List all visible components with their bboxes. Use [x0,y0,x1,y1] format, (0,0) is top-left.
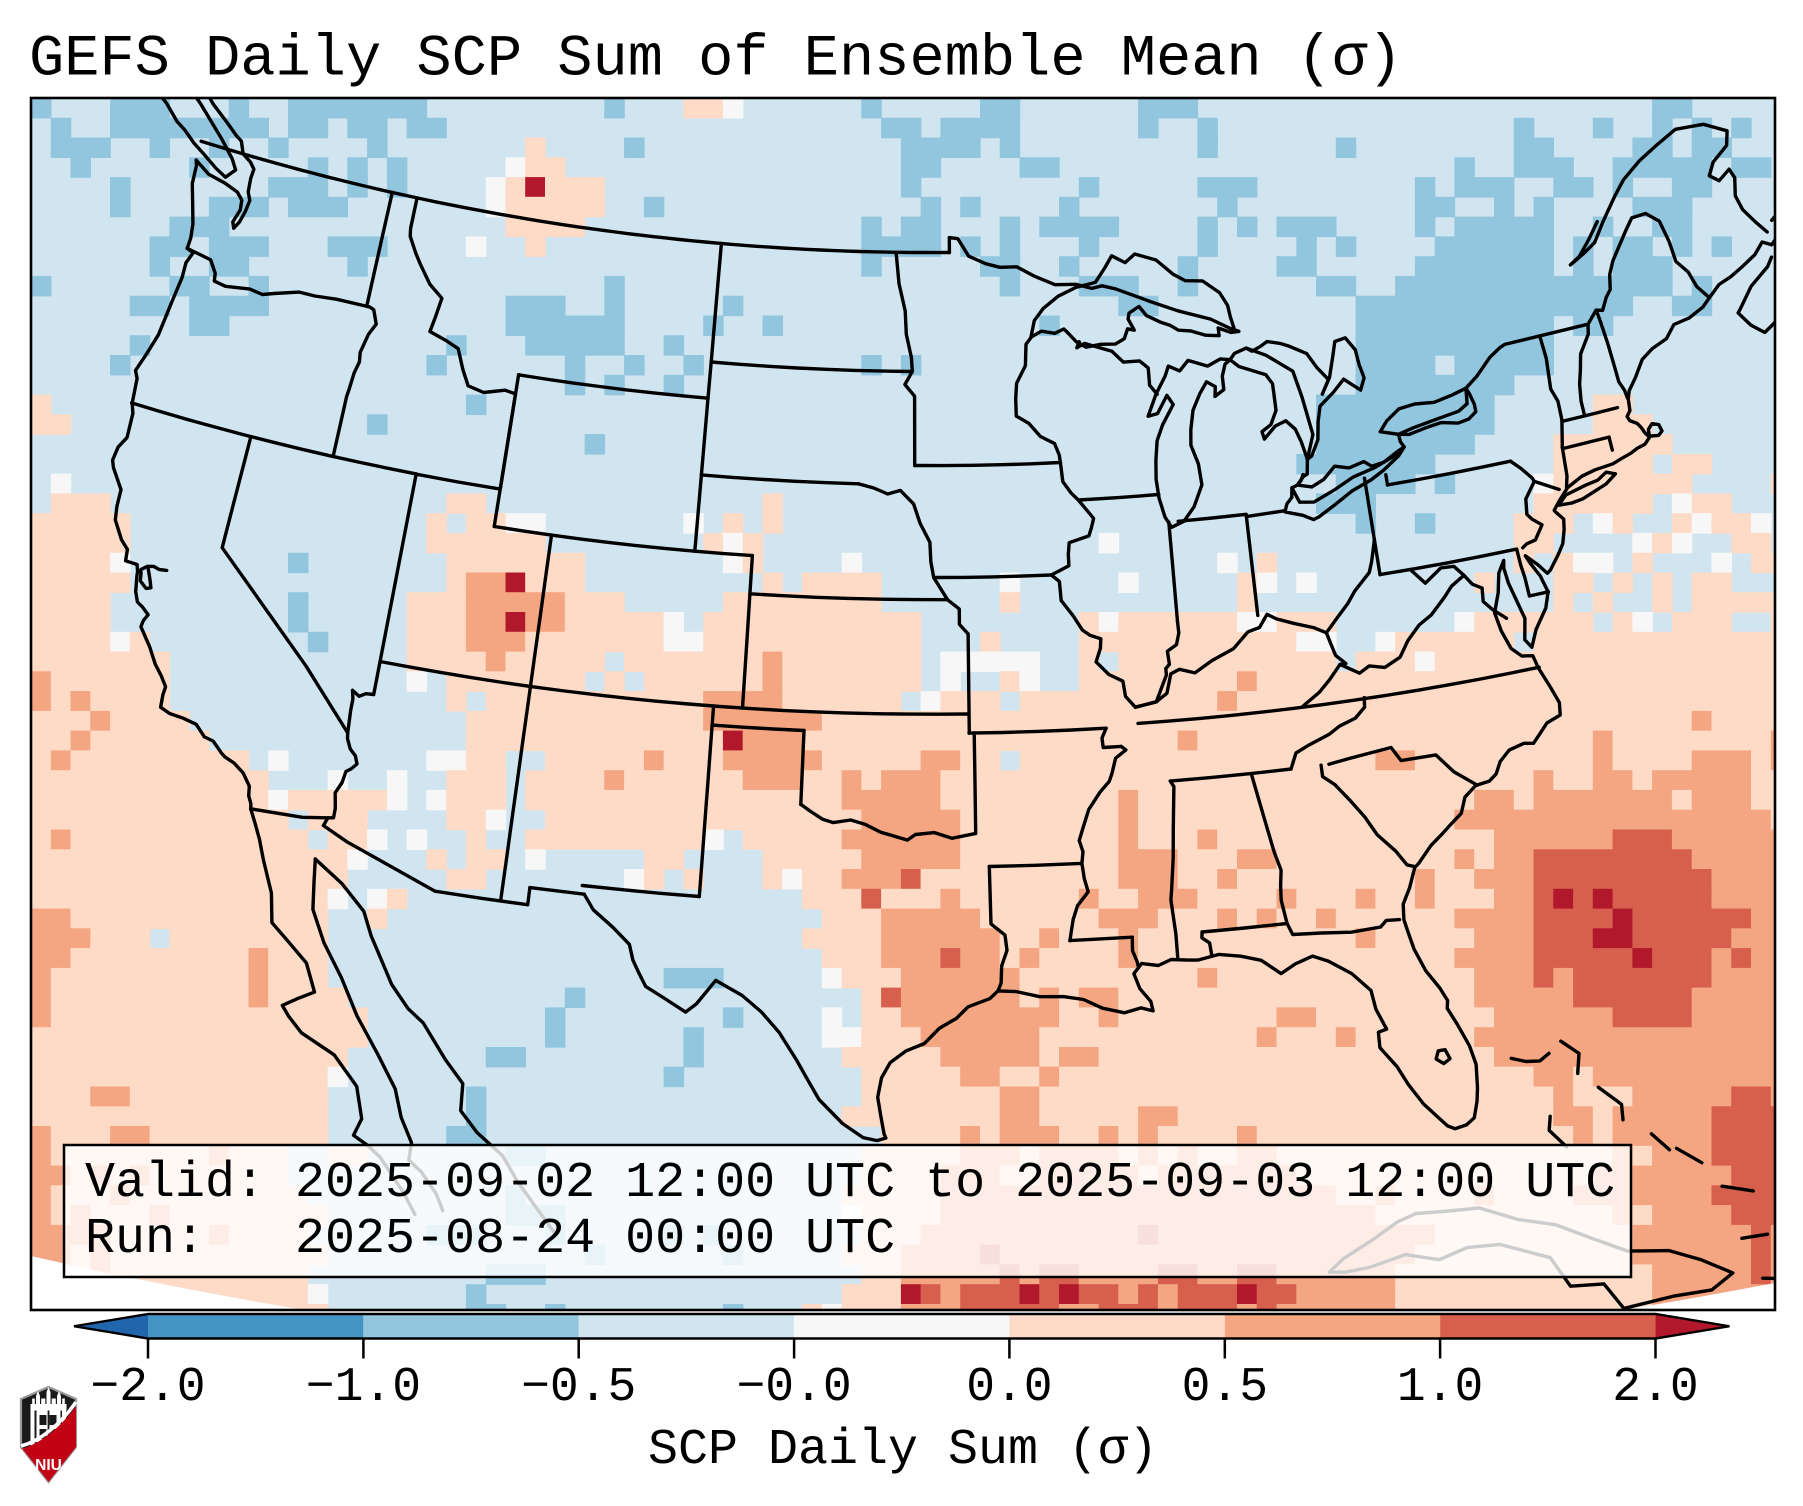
svg-text:2.0: 2.0 [1612,1361,1698,1415]
svg-text:0.0: 0.0 [966,1361,1052,1415]
svg-text:−0.0: −0.0 [736,1361,851,1415]
svg-text:GEFS Daily SCP Sum of Ensemble: GEFS Daily SCP Sum of Ensemble Mean (σ) [29,26,1403,93]
svg-text:0.5: 0.5 [1182,1361,1268,1415]
svg-text:NIU: NIU [35,1457,62,1474]
svg-text:1.0: 1.0 [1397,1361,1483,1415]
svg-text:−0.5: −0.5 [521,1361,636,1415]
svg-text:−1.0: −1.0 [306,1361,421,1415]
svg-text:−2.0: −2.0 [90,1361,205,1415]
svg-text:Run: 2025-08-24 00:00 UTC: Run: 2025-08-24 00:00 UTC [85,1211,895,1268]
svg-text:Valid: 2025-09-02 12:00 UTC to: Valid: 2025-09-02 12:00 UTC to 2025-09-0… [85,1155,1615,1212]
svg-text:SCP Daily Sum (σ): SCP Daily Sum (σ) [648,1422,1158,1479]
